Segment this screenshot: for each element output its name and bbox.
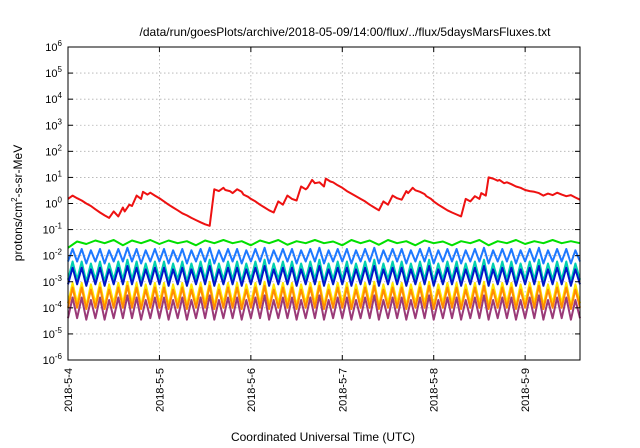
series-line-8 — [67, 294, 581, 321]
x-tick-label: 2018-5-9 — [520, 368, 532, 412]
y-tick-exp: -5 — [55, 326, 63, 335]
series-line-3 — [67, 246, 581, 265]
series-line-7 — [67, 284, 581, 310]
y-tick-exp: 2 — [58, 143, 63, 152]
y-tick-label: 10-6 — [43, 352, 63, 367]
y-tick-exp: 3 — [58, 117, 63, 126]
y-tick-exp: -3 — [55, 274, 63, 283]
y-tick-exp: -2 — [55, 248, 63, 257]
y-tick-base: 10 — [43, 251, 55, 263]
y-tick-exp: 5 — [58, 65, 63, 74]
y-tick-base: 10 — [45, 146, 57, 158]
y-axis-title: protons/cm2-s-sr-MeV — [10, 145, 25, 261]
y-tick-exp: -1 — [55, 222, 63, 231]
y-tick-label: 10-1 — [43, 222, 63, 237]
x-tick-label: 2018-5-6 — [246, 368, 258, 412]
y-tick-label: 100 — [45, 196, 62, 211]
y-tick-base: 10 — [45, 94, 57, 106]
series-line-1 — [67, 176, 581, 227]
y-axis: 10-610-510-410-310-210-11001011021031041… — [43, 39, 580, 367]
x-axis-title: Coordinated Universal Time (UTC) — [231, 430, 415, 444]
x-axis: 2018-5-4 2018-5-5 2018-5-6 2018-5-7 2018-5-8… — [63, 47, 532, 412]
x-tick-label: 2018-5-7 — [337, 368, 349, 412]
x-tick-label: 2018-5-4 — [63, 368, 75, 412]
chart-title: /data/run/goesPlots/archive/2018-05-09/1… — [140, 25, 552, 39]
y-tick-base: 10 — [45, 120, 57, 132]
series-line-5 — [67, 265, 581, 287]
y-tick-label: 103 — [45, 117, 62, 132]
y-tick-label: 10-5 — [43, 326, 63, 341]
y-tick-base: 10 — [45, 42, 57, 54]
y-tick-base: 10 — [43, 303, 55, 315]
y-tick-base: 10 — [43, 225, 55, 237]
y-tick-exp: 6 — [58, 39, 63, 48]
y-axis-title-main: protons/cm — [11, 202, 25, 261]
y-tick-base: 10 — [43, 329, 55, 341]
y-tick-label: 10-3 — [43, 274, 63, 289]
y-tick-base: 10 — [43, 277, 55, 289]
y-tick-base: 10 — [45, 172, 57, 184]
y-tick-exp: 4 — [58, 91, 63, 100]
y-tick-base: 10 — [45, 199, 57, 211]
y-axis-title-sup: 2 — [10, 197, 19, 202]
y-axis-title-rest: -s-sr-MeV — [11, 145, 25, 198]
x-tick-label: 2018-5-5 — [154, 368, 166, 412]
y-tick-base: 10 — [43, 355, 55, 367]
y-tick-label: 10-2 — [43, 248, 63, 263]
y-tick-label: 106 — [45, 39, 62, 54]
y-tick-base: 10 — [45, 68, 57, 80]
grid — [67, 47, 580, 360]
y-tick-exp: -6 — [55, 352, 63, 361]
y-tick-exp: 1 — [58, 169, 63, 178]
y-tick-label: 101 — [45, 169, 62, 184]
series-line-2 — [67, 239, 581, 249]
y-tick-label: 104 — [45, 91, 62, 106]
y-tick-label: 102 — [45, 143, 62, 158]
series-group — [67, 176, 581, 321]
x-tick-label: 2018-5-8 — [429, 368, 441, 412]
y-tick-label: 10-4 — [43, 300, 63, 315]
y-tick-label: 105 — [45, 65, 62, 80]
y-tick-exp: 0 — [58, 196, 63, 205]
y-tick-exp: -4 — [55, 300, 63, 309]
